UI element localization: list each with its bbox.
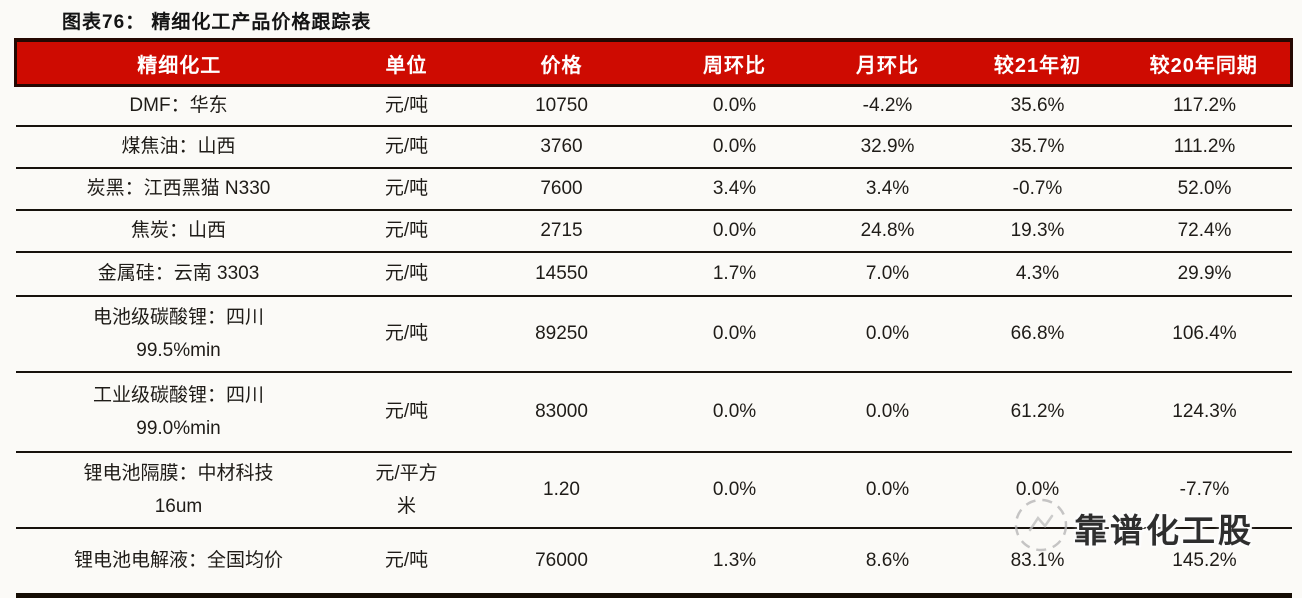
cell-vs-20-same: 72.4% <box>1117 210 1292 253</box>
cell-product: 电池级碳酸锂：四川 99.5%min <box>15 296 342 373</box>
table-row: 电池级碳酸锂：四川 99.5%min 元/吨 89250 0.0% 0.0% 6… <box>15 296 1292 373</box>
cell-mom: 32.9% <box>817 126 958 169</box>
cell-wow: 0.0% <box>651 452 818 529</box>
table-header: 精细化工 单位 价格 周环比 月环比 较21年初 较20年同期 <box>14 38 1293 87</box>
cell-price: 2715 <box>471 210 652 253</box>
cell-wow: 1.7% <box>651 252 818 297</box>
table-row: 炭黑：江西黑猫 N330 元/吨 7600 3.4% 3.4% -0.7% 52… <box>15 168 1292 211</box>
cell-vs-21-start: 35.7% <box>957 126 1118 169</box>
cell-vs-20-same: 111.2% <box>1117 126 1292 169</box>
cell-mom: 0.0% <box>817 452 958 529</box>
cell-vs-21-start: 66.8% <box>957 296 1118 373</box>
cell-vs-20-same: 145.2% <box>1117 528 1292 598</box>
column-header-unit: 单位 <box>341 38 472 87</box>
cell-mom: 7.0% <box>817 252 958 297</box>
cell-price: 89250 <box>471 296 652 373</box>
cell-product: DMF：华东 <box>15 85 342 127</box>
price-tracking-table: 精细化工 单位 价格 周环比 月环比 较21年初 较20年同期 DMF：华东 元… <box>14 38 1293 598</box>
cell-wow: 0.0% <box>651 85 818 127</box>
column-header-mom: 月环比 <box>817 38 958 87</box>
cell-mom: 3.4% <box>817 168 958 211</box>
table-row: 锂电池隔膜：中材科技 16um 元/平方 米 1.20 0.0% 0.0% 0.… <box>15 452 1292 529</box>
cell-product: 工业级碳酸锂：四川 99.0%min <box>15 372 342 453</box>
cell-product: 焦炭：山西 <box>15 210 342 253</box>
cell-price: 3760 <box>471 126 652 169</box>
cell-unit: 元/吨 <box>341 85 472 127</box>
cell-vs-20-same: 124.3% <box>1117 372 1292 453</box>
cell-price: 76000 <box>471 528 652 598</box>
cell-product: 锂电池隔膜：中材科技 16um <box>15 452 342 529</box>
header-row: 精细化工 单位 价格 周环比 月环比 较21年初 较20年同期 <box>14 38 1293 87</box>
cell-vs-21-start: 35.6% <box>957 85 1118 127</box>
cell-vs-21-start: -0.7% <box>957 168 1118 211</box>
cell-vs-21-start: 0.0% <box>957 452 1118 529</box>
cell-mom: 0.0% <box>817 372 958 453</box>
cell-product: 炭黑：江西黑猫 N330 <box>15 168 342 211</box>
cell-price: 14550 <box>471 252 652 297</box>
column-header-product: 精细化工 <box>14 38 342 87</box>
cell-wow: 0.0% <box>651 126 818 169</box>
table-row: 金属硅：云南 3303 元/吨 14550 1.7% 7.0% 4.3% 29.… <box>15 252 1292 297</box>
cell-vs-20-same: 106.4% <box>1117 296 1292 373</box>
table-row: 焦炭：山西 元/吨 2715 0.0% 24.8% 19.3% 72.4% <box>15 210 1292 253</box>
column-header-price: 价格 <box>471 38 652 87</box>
table-row: 锂电池电解液：全国均价 元/吨 76000 1.3% 8.6% 83.1% 14… <box>15 528 1292 598</box>
cell-vs-21-start: 4.3% <box>957 252 1118 297</box>
cell-mom: 0.0% <box>817 296 958 373</box>
cell-wow: 0.0% <box>651 372 818 453</box>
cell-price: 10750 <box>471 85 652 127</box>
cell-vs-20-same: 117.2% <box>1117 85 1292 127</box>
column-header-vs-20-same: 较20年同期 <box>1117 38 1293 87</box>
cell-wow: 0.0% <box>651 210 818 253</box>
cell-vs-21-start: 61.2% <box>957 372 1118 453</box>
cell-wow: 1.3% <box>651 528 818 598</box>
table-row: 工业级碳酸锂：四川 99.0%min 元/吨 83000 0.0% 0.0% 6… <box>15 372 1292 453</box>
cell-vs-21-start: 83.1% <box>957 528 1118 598</box>
cell-price: 7600 <box>471 168 652 211</box>
cell-product: 煤焦油：山西 <box>15 126 342 169</box>
cell-product: 锂电池电解液：全国均价 <box>15 528 342 598</box>
figure-title: 图表76： 精细化工产品价格跟踪表 <box>62 12 372 33</box>
cell-mom: -4.2% <box>817 85 958 127</box>
column-header-wow: 周环比 <box>651 38 818 87</box>
cell-wow: 0.0% <box>651 296 818 373</box>
cell-unit: 元/吨 <box>341 372 472 453</box>
table-row: DMF：华东 元/吨 10750 0.0% -4.2% 35.6% 117.2% <box>15 85 1292 127</box>
table-row: 煤焦油：山西 元/吨 3760 0.0% 32.9% 35.7% 111.2% <box>15 126 1292 169</box>
cell-price: 83000 <box>471 372 652 453</box>
cell-unit: 元/吨 <box>341 252 472 297</box>
cell-unit: 元/吨 <box>341 528 472 598</box>
cell-mom: 24.8% <box>817 210 958 253</box>
cell-vs-20-same: 52.0% <box>1117 168 1292 211</box>
cell-vs-21-start: 19.3% <box>957 210 1118 253</box>
cell-unit: 元/平方 米 <box>341 452 472 529</box>
cell-wow: 3.4% <box>651 168 818 211</box>
cell-mom: 8.6% <box>817 528 958 598</box>
cell-unit: 元/吨 <box>341 210 472 253</box>
table-body: DMF：华东 元/吨 10750 0.0% -4.2% 35.6% 117.2%… <box>15 85 1292 598</box>
cell-price: 1.20 <box>471 452 652 529</box>
cell-vs-20-same: 29.9% <box>1117 252 1292 297</box>
cell-unit: 元/吨 <box>341 296 472 373</box>
cell-unit: 元/吨 <box>341 126 472 169</box>
cell-vs-20-same: -7.7% <box>1117 452 1292 529</box>
cell-unit: 元/吨 <box>341 168 472 211</box>
column-header-vs-21-start: 较21年初 <box>957 38 1118 87</box>
cell-product: 金属硅：云南 3303 <box>15 252 342 297</box>
